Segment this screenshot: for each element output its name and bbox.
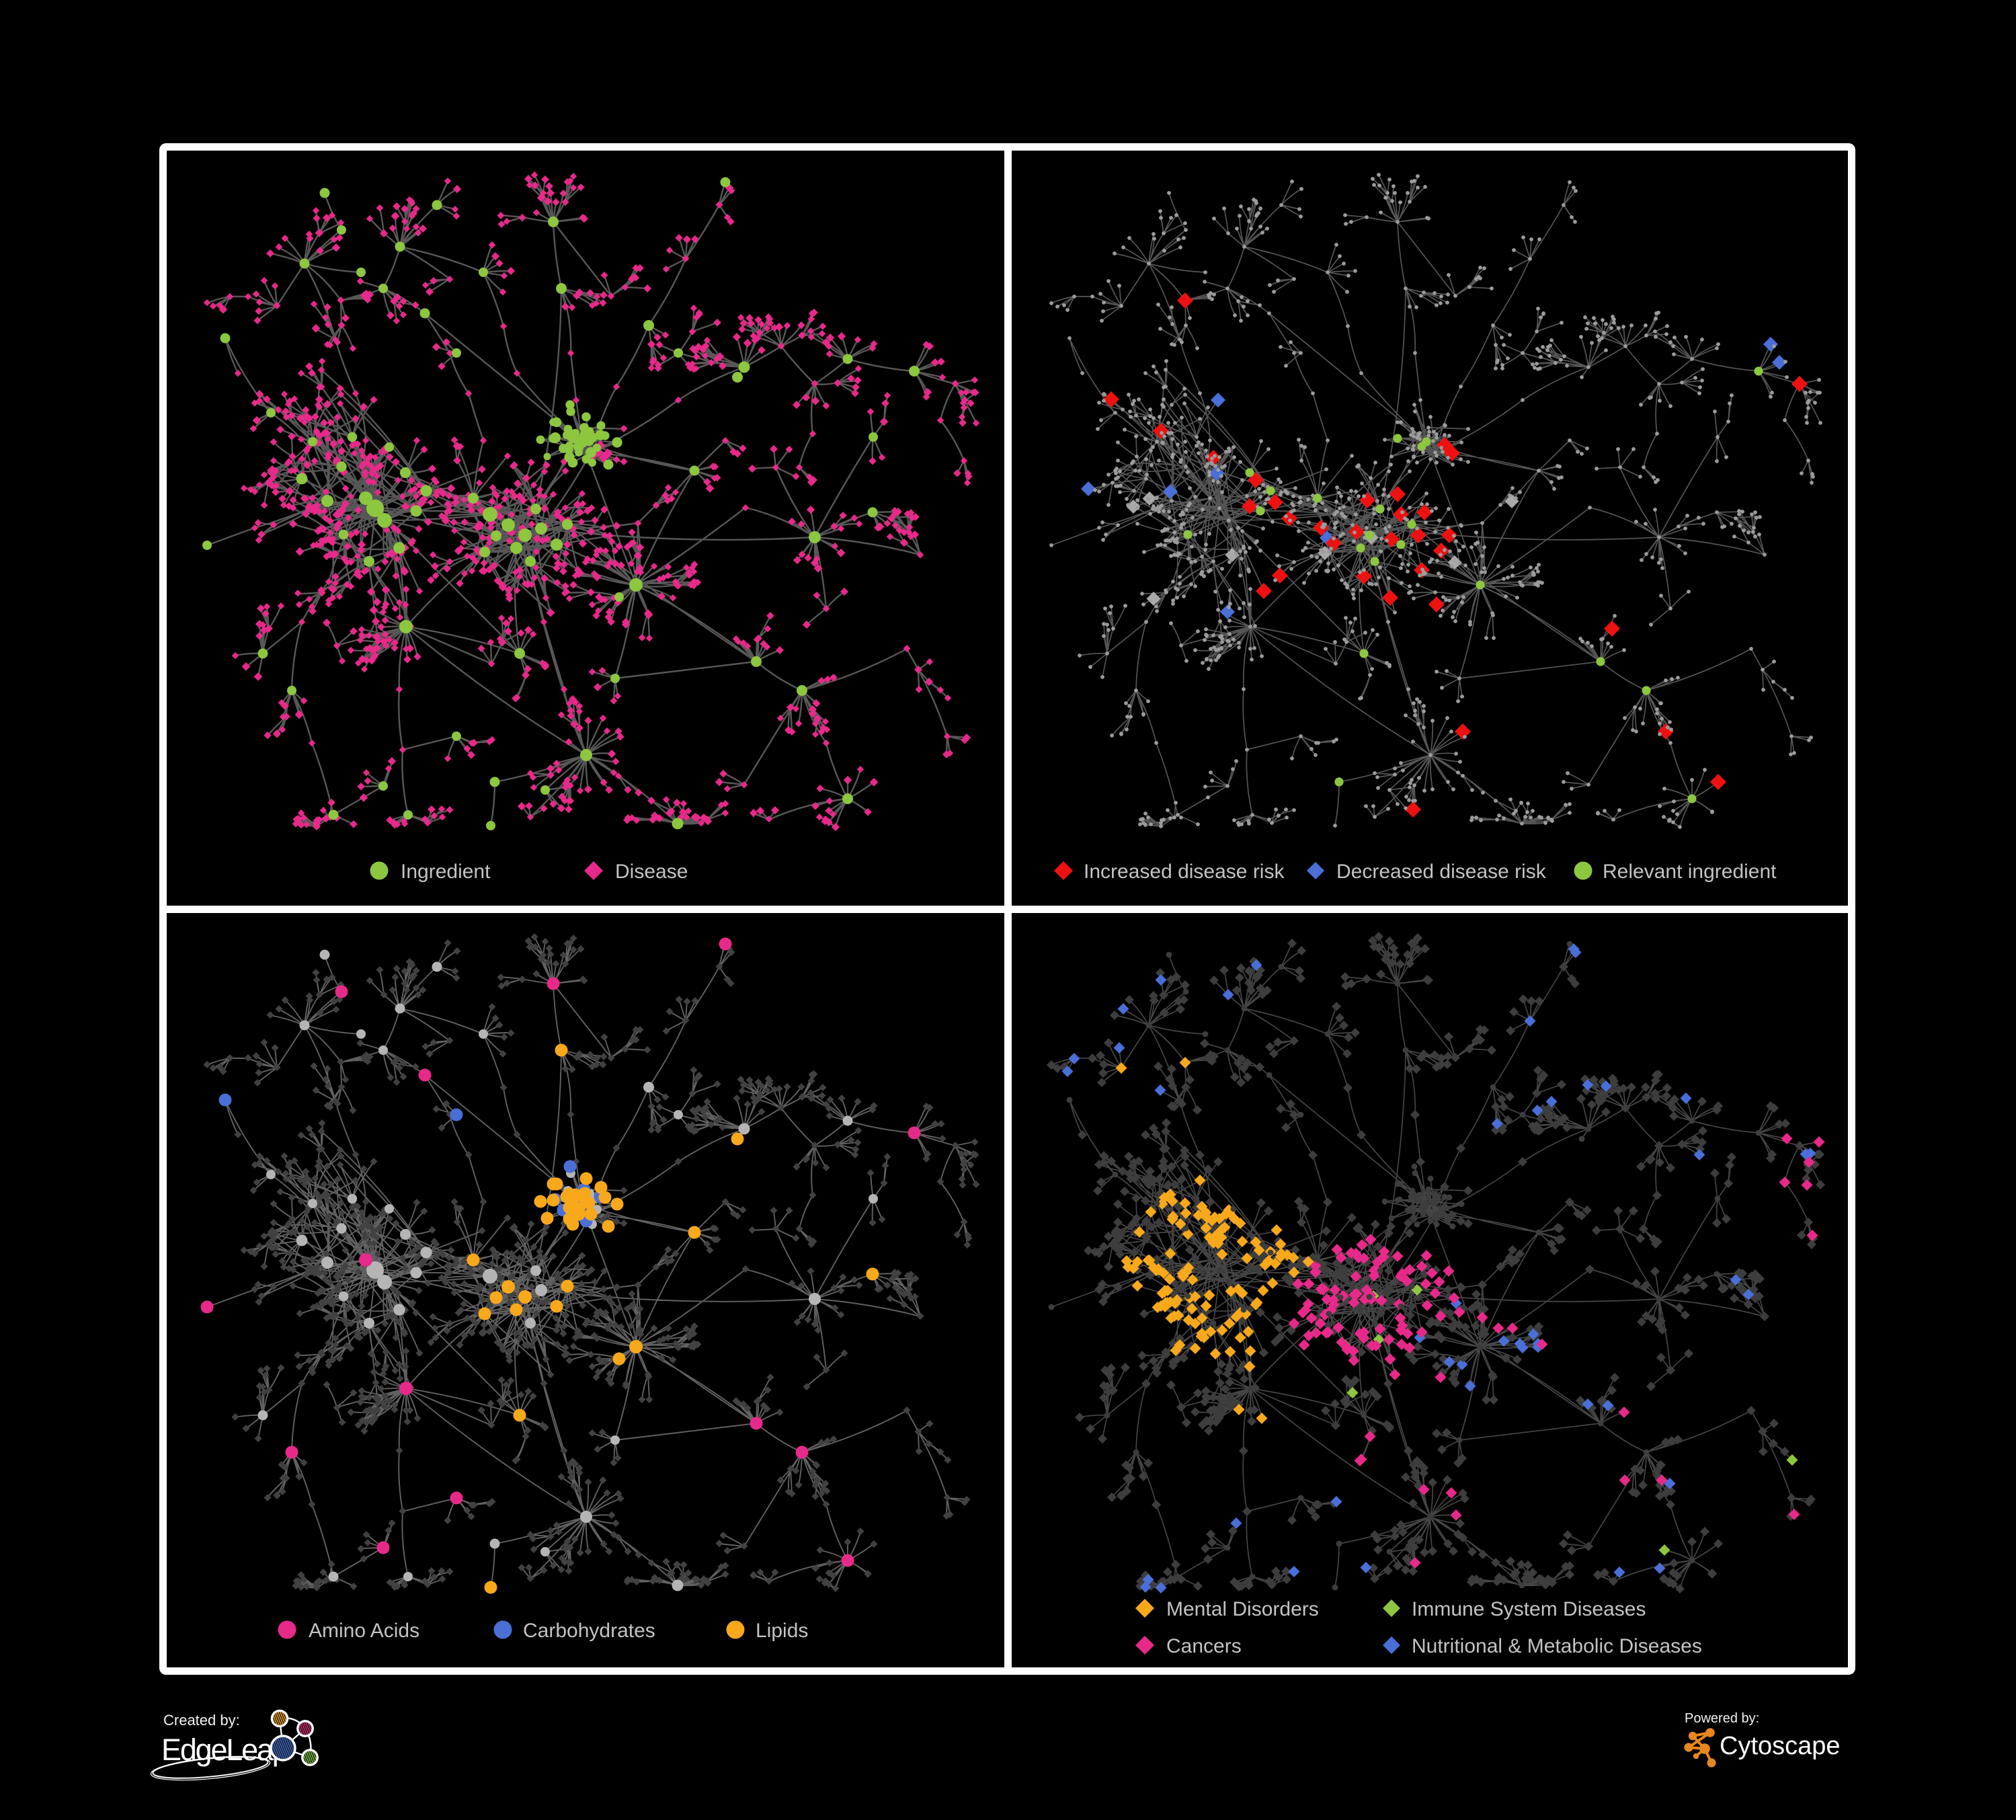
svg-text:Powered by:: Powered by: [1685, 1711, 1759, 1726]
svg-text:Created by:: Created by: [163, 1712, 240, 1729]
svg-text:Relevant ingredient: Relevant ingredient [1603, 861, 1777, 883]
svg-text:Cytoscape: Cytoscape [1720, 1732, 1841, 1760]
svg-text:Disease: Disease [615, 861, 688, 883]
svg-text:Mental Disorders: Mental Disorders [1166, 1598, 1319, 1620]
svg-text:Ingredient: Ingredient [401, 861, 491, 883]
svg-text:Cancers: Cancers [1166, 1635, 1242, 1657]
svg-text:Amino Acids: Amino Acids [309, 1620, 419, 1642]
svg-text:Increased disease risk: Increased disease risk [1084, 861, 1285, 883]
svg-text:Nutritional & Metabolic Diseas: Nutritional & Metabolic Diseases [1412, 1635, 1702, 1657]
svg-text:Carbohydrates: Carbohydrates [523, 1620, 655, 1642]
svg-text:EdgeLeap: EdgeLeap [161, 1733, 288, 1767]
svg-text:Decreased disease risk: Decreased disease risk [1336, 861, 1547, 883]
svg-text:Lipids: Lipids [756, 1620, 808, 1642]
svg-text:Immune System Diseases: Immune System Diseases [1412, 1598, 1646, 1620]
